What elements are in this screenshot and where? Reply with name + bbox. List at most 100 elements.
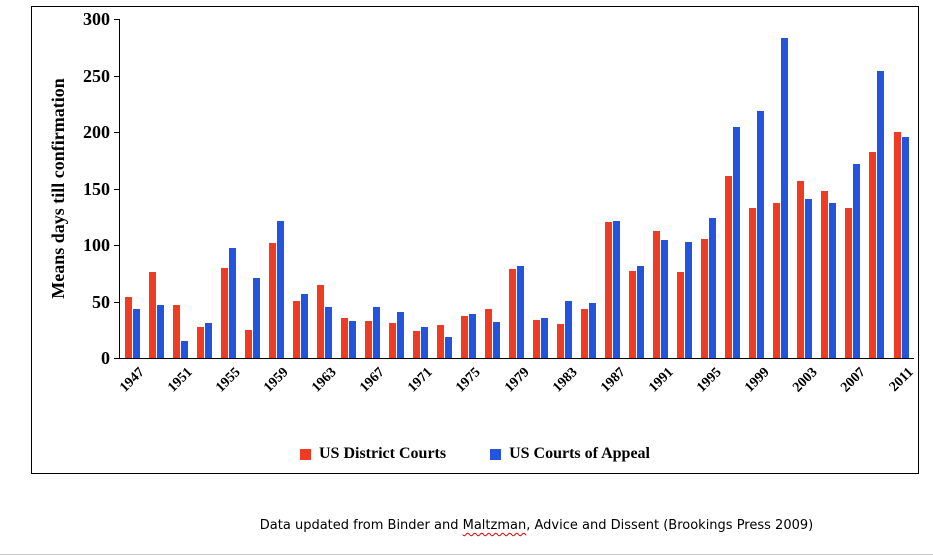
courts-of-appeal-bar-1953 [204, 323, 212, 358]
y-tick-mark-100 [114, 245, 119, 246]
y-tick-label-200: 200 [83, 122, 110, 142]
district-courts-bar-1953 [196, 327, 204, 358]
courts-of-appeal-bar-1947 [132, 309, 140, 358]
y-tick-mark-150 [114, 188, 119, 190]
plot-area [120, 19, 913, 358]
y-tick-mark-50 [114, 301, 119, 303]
district-courts-bar-2007 [845, 208, 853, 358]
caption-text-post: , Advice and Dissent (Brookings Press 20… [526, 518, 814, 533]
bar-group-1969 [384, 19, 408, 358]
bar-group-1957 [240, 19, 264, 358]
courts-of-appeal-bar-1993 [685, 242, 693, 358]
bar-group-1991 [649, 19, 673, 358]
x-tick-label-2007: 2007 [838, 365, 869, 396]
bar-group-1947 [120, 19, 144, 358]
district-courts-bar-1955 [220, 268, 228, 358]
y-tick-mark-300 [114, 19, 119, 20]
courts-of-appeal-bar-1971 [420, 327, 428, 358]
district-courts-bar-2009 [869, 152, 877, 358]
district-courts-bar-1969 [388, 323, 396, 358]
district-courts-bar-1973 [436, 325, 444, 358]
district-courts-bar-1999 [749, 208, 757, 358]
bar-group-2007 [841, 19, 865, 358]
district-courts-bar-1979 [509, 269, 517, 358]
courts-of-appeal-bar-1977 [492, 322, 500, 358]
x-tick-label-1947: 1947 [117, 365, 148, 396]
bar-group-2011 [889, 19, 913, 358]
bar-group-1995 [697, 19, 721, 358]
courts-of-appeal-bar-1969 [396, 312, 404, 358]
district-courts-bar-2011 [893, 132, 901, 358]
bar-group-1953 [192, 19, 216, 358]
courts-of-appeal-bar-1983 [565, 301, 573, 358]
courts-of-appeal-bar-1989 [637, 266, 645, 358]
y-tick-label-0: 0 [101, 348, 110, 368]
bar-group-1975 [456, 19, 480, 358]
district-courts-bar-2001 [773, 203, 781, 358]
legend-swatch-courts-of-appeal [490, 448, 502, 460]
courts-of-appeal-bar-2007 [853, 164, 861, 358]
district-courts-bar-1949 [148, 272, 156, 358]
x-axis-line [119, 358, 914, 359]
courts-of-appeal-bar-1999 [757, 111, 765, 358]
district-courts-bar-1993 [677, 272, 685, 358]
y-tick-label-150: 150 [83, 178, 110, 199]
bar-group-1955 [216, 19, 240, 358]
courts-of-appeal-bar-1967 [372, 307, 380, 358]
bar-group-1999 [745, 19, 769, 358]
x-tick-label-1951: 1951 [165, 365, 196, 396]
district-courts-bar-1997 [725, 176, 733, 358]
courts-of-appeal-bar-1985 [589, 303, 597, 358]
district-courts-bar-1965 [340, 318, 348, 358]
legend-label-district-courts: US District Courts [319, 445, 447, 462]
bar-group-1965 [336, 19, 360, 358]
y-tick-label-50: 50 [92, 291, 110, 312]
courts-of-appeal-bar-1961 [300, 294, 308, 358]
district-courts-bar-1957 [244, 330, 252, 358]
district-courts-bar-2003 [797, 181, 805, 358]
courts-of-appeal-bar-1949 [156, 305, 164, 358]
bar-group-1985 [577, 19, 601, 358]
district-courts-bar-1987 [605, 222, 613, 358]
courts-of-appeal-bar-1997 [733, 127, 741, 358]
y-tick-mark-200 [114, 132, 119, 133]
y-tick-label-250: 250 [83, 65, 110, 86]
bar-group-1981 [529, 19, 553, 358]
district-courts-bar-1971 [412, 331, 420, 358]
district-courts-bar-1985 [581, 309, 589, 358]
courts-of-appeal-bar-2005 [829, 203, 837, 358]
x-tick-label-1971: 1971 [405, 365, 436, 396]
legend: US District Courts US Courts of Appeal [32, 445, 918, 463]
x-tick-label-1987: 1987 [597, 365, 629, 396]
y-tick-label-100: 100 [83, 235, 110, 255]
y-axis-line [119, 19, 120, 359]
courts-of-appeal-bar-1975 [468, 314, 476, 358]
bar-group-1949 [144, 19, 168, 358]
district-courts-bar-1989 [629, 271, 637, 358]
bar-group-1979 [505, 19, 529, 358]
legend-swatch-district-courts [300, 448, 311, 460]
legend-item-district-courts: US District Courts [300, 445, 446, 463]
bar-group-1961 [288, 19, 312, 358]
bar-group-1959 [264, 19, 288, 358]
district-courts-bar-1951 [172, 305, 180, 358]
caption: Data updated from Binder and Maltzman, A… [140, 518, 933, 533]
x-tick-label-1967: 1967 [357, 365, 388, 396]
legend-item-courts-of-appeal: US Courts of Appeal [490, 445, 650, 463]
district-courts-bar-1977 [484, 309, 492, 358]
bar-group-1973 [432, 19, 456, 358]
courts-of-appeal-bar-1955 [228, 248, 236, 358]
courts-of-appeal-bar-1995 [709, 218, 717, 358]
courts-of-appeal-bar-2009 [877, 71, 885, 358]
bar-group-2001 [769, 19, 793, 358]
caption-text-pre: Data updated from Binder and [259, 518, 463, 533]
caption-flagged-word: Maltzman [462, 518, 527, 533]
courts-of-appeal-bar-1987 [613, 221, 621, 358]
district-courts-bar-1983 [557, 324, 565, 358]
courts-of-appeal-bar-2001 [781, 38, 789, 358]
y-tick-mark-0 [114, 358, 119, 359]
courts-of-appeal-bar-1965 [348, 321, 356, 358]
courts-of-appeal-bar-2011 [901, 137, 909, 358]
courts-of-appeal-bar-1981 [541, 318, 549, 358]
